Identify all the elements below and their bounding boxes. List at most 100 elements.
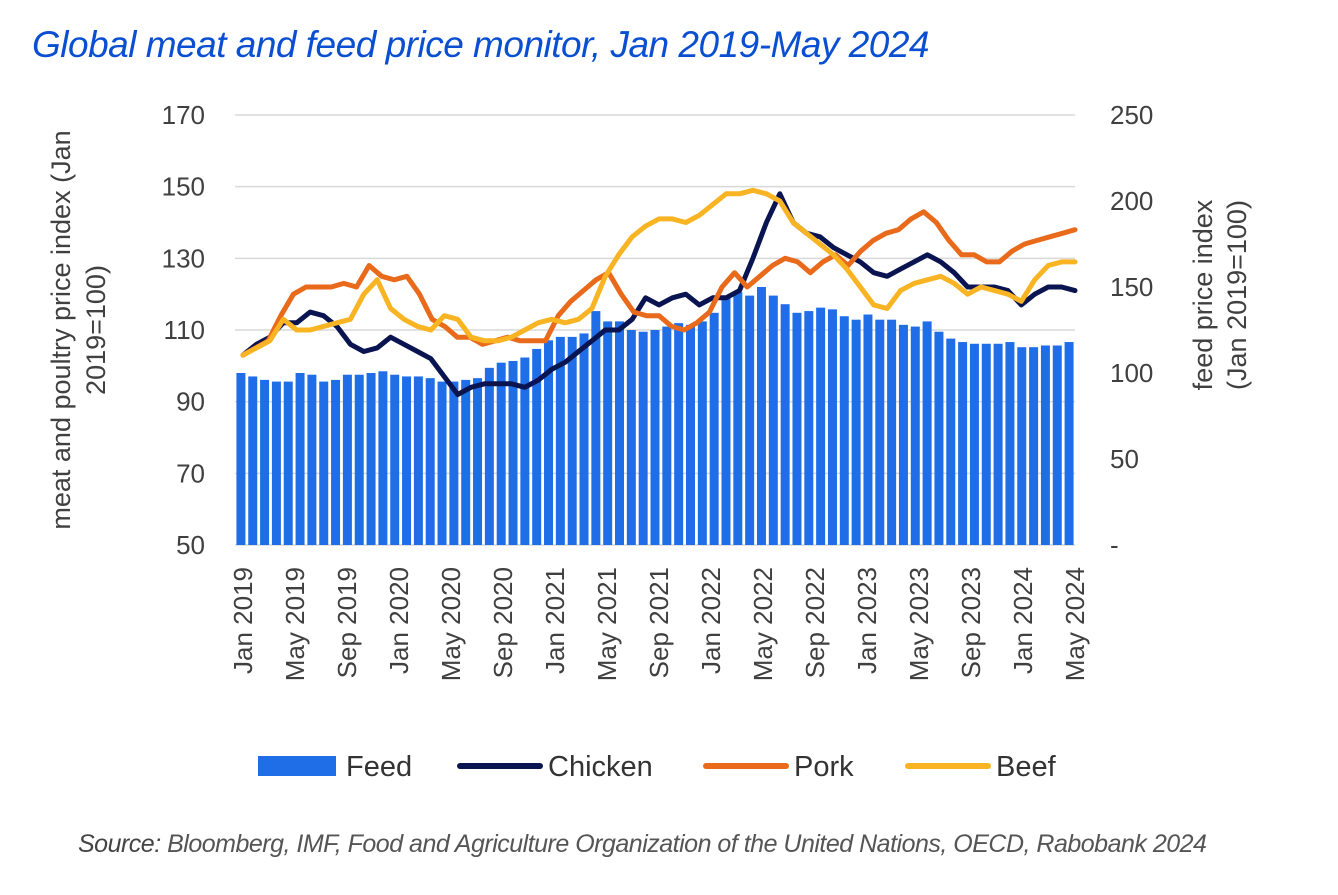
bar-feed <box>745 295 755 545</box>
y-left-tick-label: 70 <box>176 458 205 488</box>
bar-feed <box>283 381 293 545</box>
bar-feed <box>366 373 376 545</box>
bar-feed <box>780 304 790 545</box>
y-left-tick-label: 150 <box>162 172 205 202</box>
bar-feed <box>484 367 494 545</box>
bar-feed <box>827 309 837 545</box>
x-tick-label: Jan 2023 <box>852 567 882 674</box>
x-tick-label: May 2022 <box>748 567 778 681</box>
bar-feed <box>555 336 565 545</box>
y-left-tick-label: 90 <box>176 387 205 417</box>
y-left-tick-label: 170 <box>162 100 205 130</box>
chart-title: Global meat and feed price monitor, Jan … <box>32 24 930 65</box>
bar-feed <box>839 316 849 545</box>
bar-feed <box>248 376 258 545</box>
bar-feed <box>1064 342 1074 545</box>
bar-feed <box>768 295 778 545</box>
bar-feed <box>236 373 246 545</box>
bar-feed <box>473 378 483 545</box>
bar-feed <box>851 319 861 545</box>
bar-feed <box>342 374 352 545</box>
bar-feed <box>981 343 991 545</box>
y-right-tick-label: 50 <box>1110 444 1139 474</box>
bar-feed <box>1052 345 1062 545</box>
bar-feed <box>946 338 956 545</box>
series-lines <box>240 187 1078 397</box>
bar-feed <box>626 330 636 545</box>
bar-feed <box>816 307 826 545</box>
x-tick-label: May 2019 <box>280 567 310 681</box>
x-tick-label: Jan 2022 <box>696 567 726 674</box>
bar-feed <box>591 311 601 545</box>
bar-feed <box>402 376 412 545</box>
bar-feed <box>331 379 341 545</box>
x-tick-label: Sep 2019 <box>332 567 362 678</box>
bar-feed <box>461 379 471 545</box>
bar-feed <box>354 374 364 545</box>
bar-feed <box>295 373 305 545</box>
x-tick-label: Jan 2019 <box>228 567 258 674</box>
y-right-tick-label: 150 <box>1110 272 1153 302</box>
bar-feed <box>922 321 932 545</box>
bar-feed <box>863 314 873 545</box>
bar-feed <box>437 381 447 545</box>
bar-feed <box>615 321 625 545</box>
bar-feed <box>508 360 518 545</box>
y-right-tick-label: - <box>1110 530 1119 560</box>
legend-label-feed: Feed <box>346 751 412 783</box>
y-axis-right-title-line1: feed price index <box>1188 199 1218 390</box>
x-tick-label: May 2024 <box>1060 567 1090 681</box>
source-text: Bloomberg, IMF, Food and Agriculture Org… <box>167 830 1207 858</box>
source-note: Source: Bloomberg, IMF, Food and Agricul… <box>78 830 1207 859</box>
line-chicken <box>240 191 1078 397</box>
bar-feed <box>520 357 530 545</box>
x-tick-label: May 2020 <box>436 567 466 681</box>
x-tick-label: May 2021 <box>592 567 622 681</box>
bar-feed <box>603 321 613 545</box>
legend-label-pork: Pork <box>794 751 854 783</box>
y-axis-left-title-line1: meat and poultry price index (Jan <box>46 130 76 529</box>
y-right-tick-label: 200 <box>1110 186 1153 216</box>
bar-feed <box>958 342 968 545</box>
bar-feed <box>875 319 885 545</box>
bar-feed <box>496 362 506 545</box>
legend-label-beef: Beef <box>996 751 1057 783</box>
y-left-tick-label: 50 <box>176 530 205 560</box>
bar-feed <box>449 381 459 545</box>
bar-feed <box>1017 347 1027 545</box>
y-right-tick-label: 100 <box>1110 358 1153 388</box>
line-beef <box>240 187 1078 358</box>
y-axis-left-ticks: 50 70 90 110 130 150 170 <box>162 100 205 560</box>
x-tick-label: Sep 2021 <box>644 567 674 678</box>
bar-feed <box>756 287 766 545</box>
y-axis-right-title-line2: (Jan 2019=100) <box>1222 200 1252 390</box>
bar-feed <box>685 324 695 545</box>
bar-feed <box>733 292 743 545</box>
bar-feed <box>969 343 979 545</box>
y-right-tick-label: 250 <box>1110 100 1153 130</box>
bar-feed <box>425 378 435 545</box>
source-label: Source: <box>78 830 161 858</box>
bar-feed <box>567 336 577 545</box>
legend-swatch-feed <box>258 756 336 776</box>
bar-feed <box>579 333 589 545</box>
y-left-tick-label: 130 <box>162 243 205 273</box>
bar-feed <box>662 326 672 545</box>
x-tick-label: Sep 2023 <box>956 567 986 678</box>
bar-feed <box>271 381 281 545</box>
legend-label-chicken: Chicken <box>548 751 653 783</box>
bar-feed <box>674 323 684 545</box>
bar-feed <box>910 326 920 545</box>
bar-feed <box>709 312 719 545</box>
x-tick-label: Sep 2022 <box>800 567 830 678</box>
bar-feed <box>638 331 648 545</box>
bar-feed <box>993 343 1003 545</box>
x-axis-ticks: Jan 2019 May 2019 Sep 2019 Jan 2020 May 2020… <box>228 567 1090 681</box>
bar-feed <box>792 312 802 545</box>
feed-bars <box>236 287 1074 545</box>
x-tick-label: Jan 2020 <box>384 567 414 674</box>
bar-feed <box>390 374 400 545</box>
y-axis-right-ticks: - 50 100 150 200 250 <box>1110 100 1153 560</box>
y-left-tick-label: 110 <box>164 315 205 345</box>
bar-feed <box>1040 345 1050 545</box>
